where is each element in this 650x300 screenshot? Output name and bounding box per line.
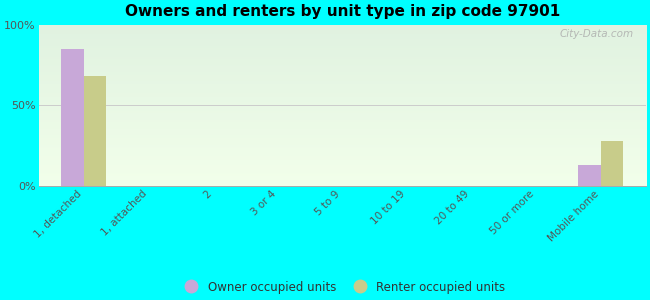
Bar (601, 141, 623, 186)
Title: Owners and renters by unit type in zip code 97901: Owners and renters by unit type in zip c… (125, 4, 560, 19)
Bar (578, 165, 601, 186)
Text: City-Data.com: City-Data.com (560, 29, 634, 39)
Bar (84, 76, 107, 186)
Bar (61, 49, 84, 186)
Legend: Owner occupied units, Renter occupied units: Owner occupied units, Renter occupied un… (174, 276, 510, 298)
